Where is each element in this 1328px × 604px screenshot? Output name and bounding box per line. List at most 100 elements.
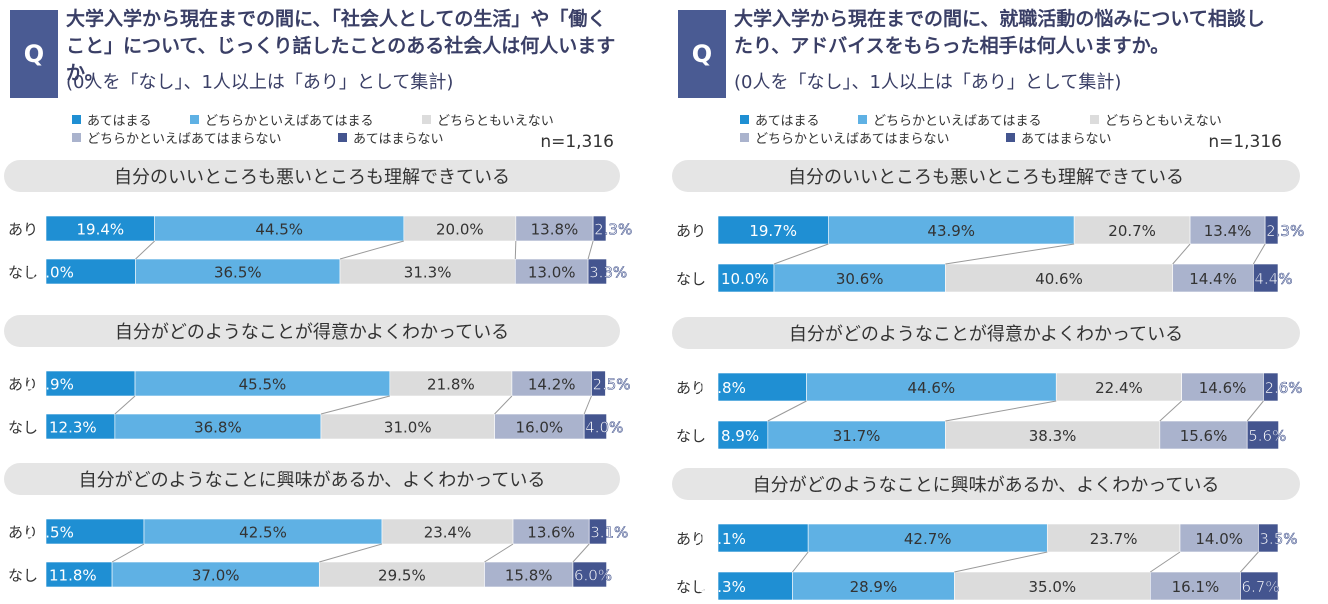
bar-segment [484, 561, 574, 588]
bar-segment [45, 518, 145, 545]
data-label: 35.0% [1028, 578, 1076, 596]
section-title-pill [672, 160, 1300, 192]
data-label: 29.5% [378, 567, 426, 585]
bar-segment [1181, 372, 1264, 402]
connector-line [792, 551, 809, 573]
data-label: 14.0% [1195, 530, 1243, 548]
data-label: 6.0% [574, 567, 612, 585]
legend-label: どちらともいえない [1105, 114, 1222, 129]
section-title: 自分がどのようなことに興味があるか、よくわかっている [79, 470, 546, 491]
connector-line [583, 395, 592, 415]
bar-segment [945, 420, 1161, 450]
legend-label: どちらともいえない [437, 114, 554, 129]
data-label: 5.6% [1248, 427, 1286, 445]
legend-item-1: あてはまる [740, 110, 819, 129]
bar-segment [511, 370, 592, 397]
row-label: あり [8, 524, 38, 542]
connector-line [319, 543, 383, 563]
bar-segment [134, 370, 391, 397]
data-label: 15.8% [505, 567, 553, 585]
data-label: 2.5% [592, 376, 630, 394]
data-label: 12.3% [49, 419, 97, 437]
bar-segment [1150, 571, 1241, 601]
connector-line [135, 240, 155, 260]
legend-label: あてはまる [755, 114, 820, 129]
data-label: 3.1% [590, 524, 628, 542]
bar-segment [45, 413, 116, 440]
connector-line [484, 543, 514, 563]
bar-segment [512, 518, 590, 545]
data-label: 10.0% [721, 270, 769, 288]
legend-item-2: どちらかといえばあてはまる [858, 110, 1041, 129]
row-label: なし [8, 419, 38, 437]
data-label: 17.5% [26, 524, 74, 542]
data-label: 44.6% [908, 379, 956, 397]
question-note: (0人を「なし」、1人以上は「あり」として集計) [734, 72, 1122, 93]
sample-size: n=1,316 [540, 132, 614, 152]
data-label: 36.5% [214, 264, 262, 282]
row-label: あり [676, 379, 706, 397]
legend-item-1: あてはまる [72, 110, 151, 129]
bar-segment [1263, 372, 1279, 402]
data-label: 14.2% [528, 376, 576, 394]
bar-segment [591, 370, 606, 397]
data-label: 16.1% [698, 530, 746, 548]
bar-segment [320, 413, 495, 440]
bar-segment [572, 561, 607, 588]
bar-segment [767, 420, 946, 450]
connector-line [114, 395, 136, 415]
bar-segment [111, 561, 320, 588]
legend-swatch [740, 133, 749, 142]
question-note: (0人を「なし」、1人以上は「あり」として集計) [66, 72, 454, 93]
bar-segment [1159, 420, 1248, 450]
data-label: 4.4% [1254, 270, 1292, 288]
data-label: 31.0% [384, 419, 432, 437]
connector-line [514, 240, 517, 260]
data-label: 44.5% [255, 221, 303, 239]
bar-segment [1179, 523, 1259, 553]
data-label: 30.6% [836, 270, 884, 288]
legend-swatch [740, 115, 749, 124]
row-label: なし [676, 427, 706, 445]
legend-item-2: どちらかといえばあてはまる [190, 110, 373, 129]
bar-segment [588, 518, 607, 545]
bar-segment [135, 258, 341, 285]
legend-item-3: どちらともいえない [422, 110, 554, 129]
data-label: 11.8% [49, 567, 97, 585]
legend-label: どちらかといえばあてはまらない [87, 132, 282, 147]
section-title: 自分のいいところも悪いところも理解できている [788, 167, 1184, 188]
data-label: 2.3% [1266, 222, 1304, 240]
connector-line [1240, 551, 1259, 573]
data-label: 16.0% [516, 419, 564, 437]
legend-swatch [190, 115, 199, 124]
data-label: 43.9% [927, 222, 975, 240]
data-label: 14.4% [1189, 270, 1237, 288]
legend-item-5: あてはまらない [1006, 128, 1111, 147]
row-label: あり [8, 221, 38, 239]
connector-line [1246, 400, 1264, 422]
bar-segment [1055, 372, 1182, 402]
bar-segment [717, 263, 775, 293]
data-label: 37.0% [192, 567, 240, 585]
section-title-pill [4, 315, 620, 347]
bar-segment [717, 420, 769, 450]
data-label: 13.0% [528, 264, 576, 282]
legend-swatch [1090, 115, 1099, 124]
data-label: 14.6% [1199, 379, 1247, 397]
connector-line [1159, 400, 1183, 422]
left-panel: Q 大学入学から現在までの間に、「社会人としての生活」や「働く こと」について、… [0, 0, 650, 604]
data-label: 2.6% [1264, 379, 1302, 397]
data-label: 16.0% [26, 264, 74, 282]
bar-segment [773, 263, 946, 293]
legend-swatch [72, 115, 81, 124]
bar-segment [45, 370, 136, 397]
connector-line [945, 400, 1057, 422]
data-label: 3.3% [589, 264, 627, 282]
section-title: 自分がどのようなことに興味があるか、よくわかっている [753, 475, 1220, 496]
question-badge: Q [678, 10, 726, 98]
connector-line [494, 395, 513, 415]
section-title-pill [672, 468, 1300, 500]
section-title: 自分がどのようなことが得意かよくわかっている [789, 324, 1183, 345]
legend-swatch [1006, 133, 1015, 142]
legend-item-3: どちらともいえない [1090, 110, 1222, 129]
